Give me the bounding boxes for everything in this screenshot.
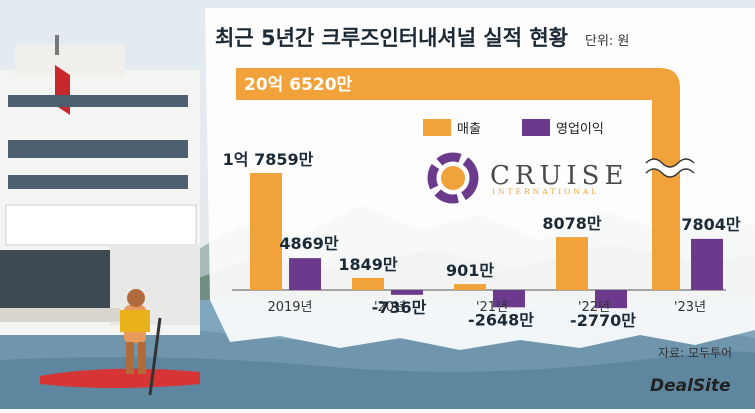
- legend-label-revenue: 매출: [457, 122, 481, 137]
- revenue-bar: [556, 237, 588, 290]
- revenue-bar: [250, 173, 282, 290]
- profit-value-label: -736만: [372, 298, 427, 317]
- x-tick-label: '21년: [476, 300, 508, 315]
- revenue-bar: [454, 284, 486, 290]
- legend-label-profit: 영업이익: [556, 122, 604, 137]
- profit-value-label: -2770만: [570, 311, 636, 330]
- operating-profit-bar: [595, 290, 627, 309]
- operating-profit-bar: [391, 290, 423, 295]
- chart-title: 최근 5년간 크루즈인터내셔널 실적 현황: [215, 26, 568, 50]
- paddleboarder-photo: [40, 289, 200, 396]
- x-tick-label: '22년: [578, 300, 610, 315]
- unit-label: 단위: 원: [585, 34, 630, 49]
- cruise-ship-photo: [0, 35, 200, 335]
- operating-profit-bar: [289, 258, 321, 290]
- x-tick-label: 2019년: [267, 300, 312, 315]
- operating-profit-bar: [691, 238, 723, 290]
- revenue-value-label: 901만: [446, 261, 494, 280]
- revenue-value-label: 1억 7859만: [223, 150, 314, 169]
- legend-swatch-revenue: [423, 119, 451, 136]
- globe-logo-icon: [427, 152, 479, 204]
- revenue-bar: [352, 277, 384, 290]
- x-tick-label: '20년: [374, 300, 406, 315]
- axis-break-mark: [645, 158, 695, 168]
- revenue-value-label: 8078만: [542, 214, 602, 233]
- profit-value-label: -2648만: [468, 310, 534, 329]
- dealsite-watermark: DealSite: [650, 376, 731, 396]
- operating-profit-bar: [493, 290, 525, 308]
- globe-logo-icon: [441, 166, 465, 190]
- logo-wordmark: CRUISE: [490, 161, 628, 191]
- revenue-bar: [236, 68, 680, 290]
- legend-swatch-profit: [522, 119, 550, 136]
- source-label: 자료: 모두투어: [658, 346, 733, 360]
- axis-break-mark: [645, 168, 695, 178]
- revenue-value-label: 1849만: [338, 255, 398, 274]
- profit-value-label: 7804만: [681, 215, 741, 234]
- axis-break-gap: [642, 159, 698, 177]
- x-tick-label: '23년: [674, 300, 706, 315]
- logo-subtitle: INTERNATIONAL: [492, 187, 599, 196]
- profit-value-label: 4869만: [279, 234, 339, 253]
- revenue-value-label: 20억 6520만: [244, 75, 353, 95]
